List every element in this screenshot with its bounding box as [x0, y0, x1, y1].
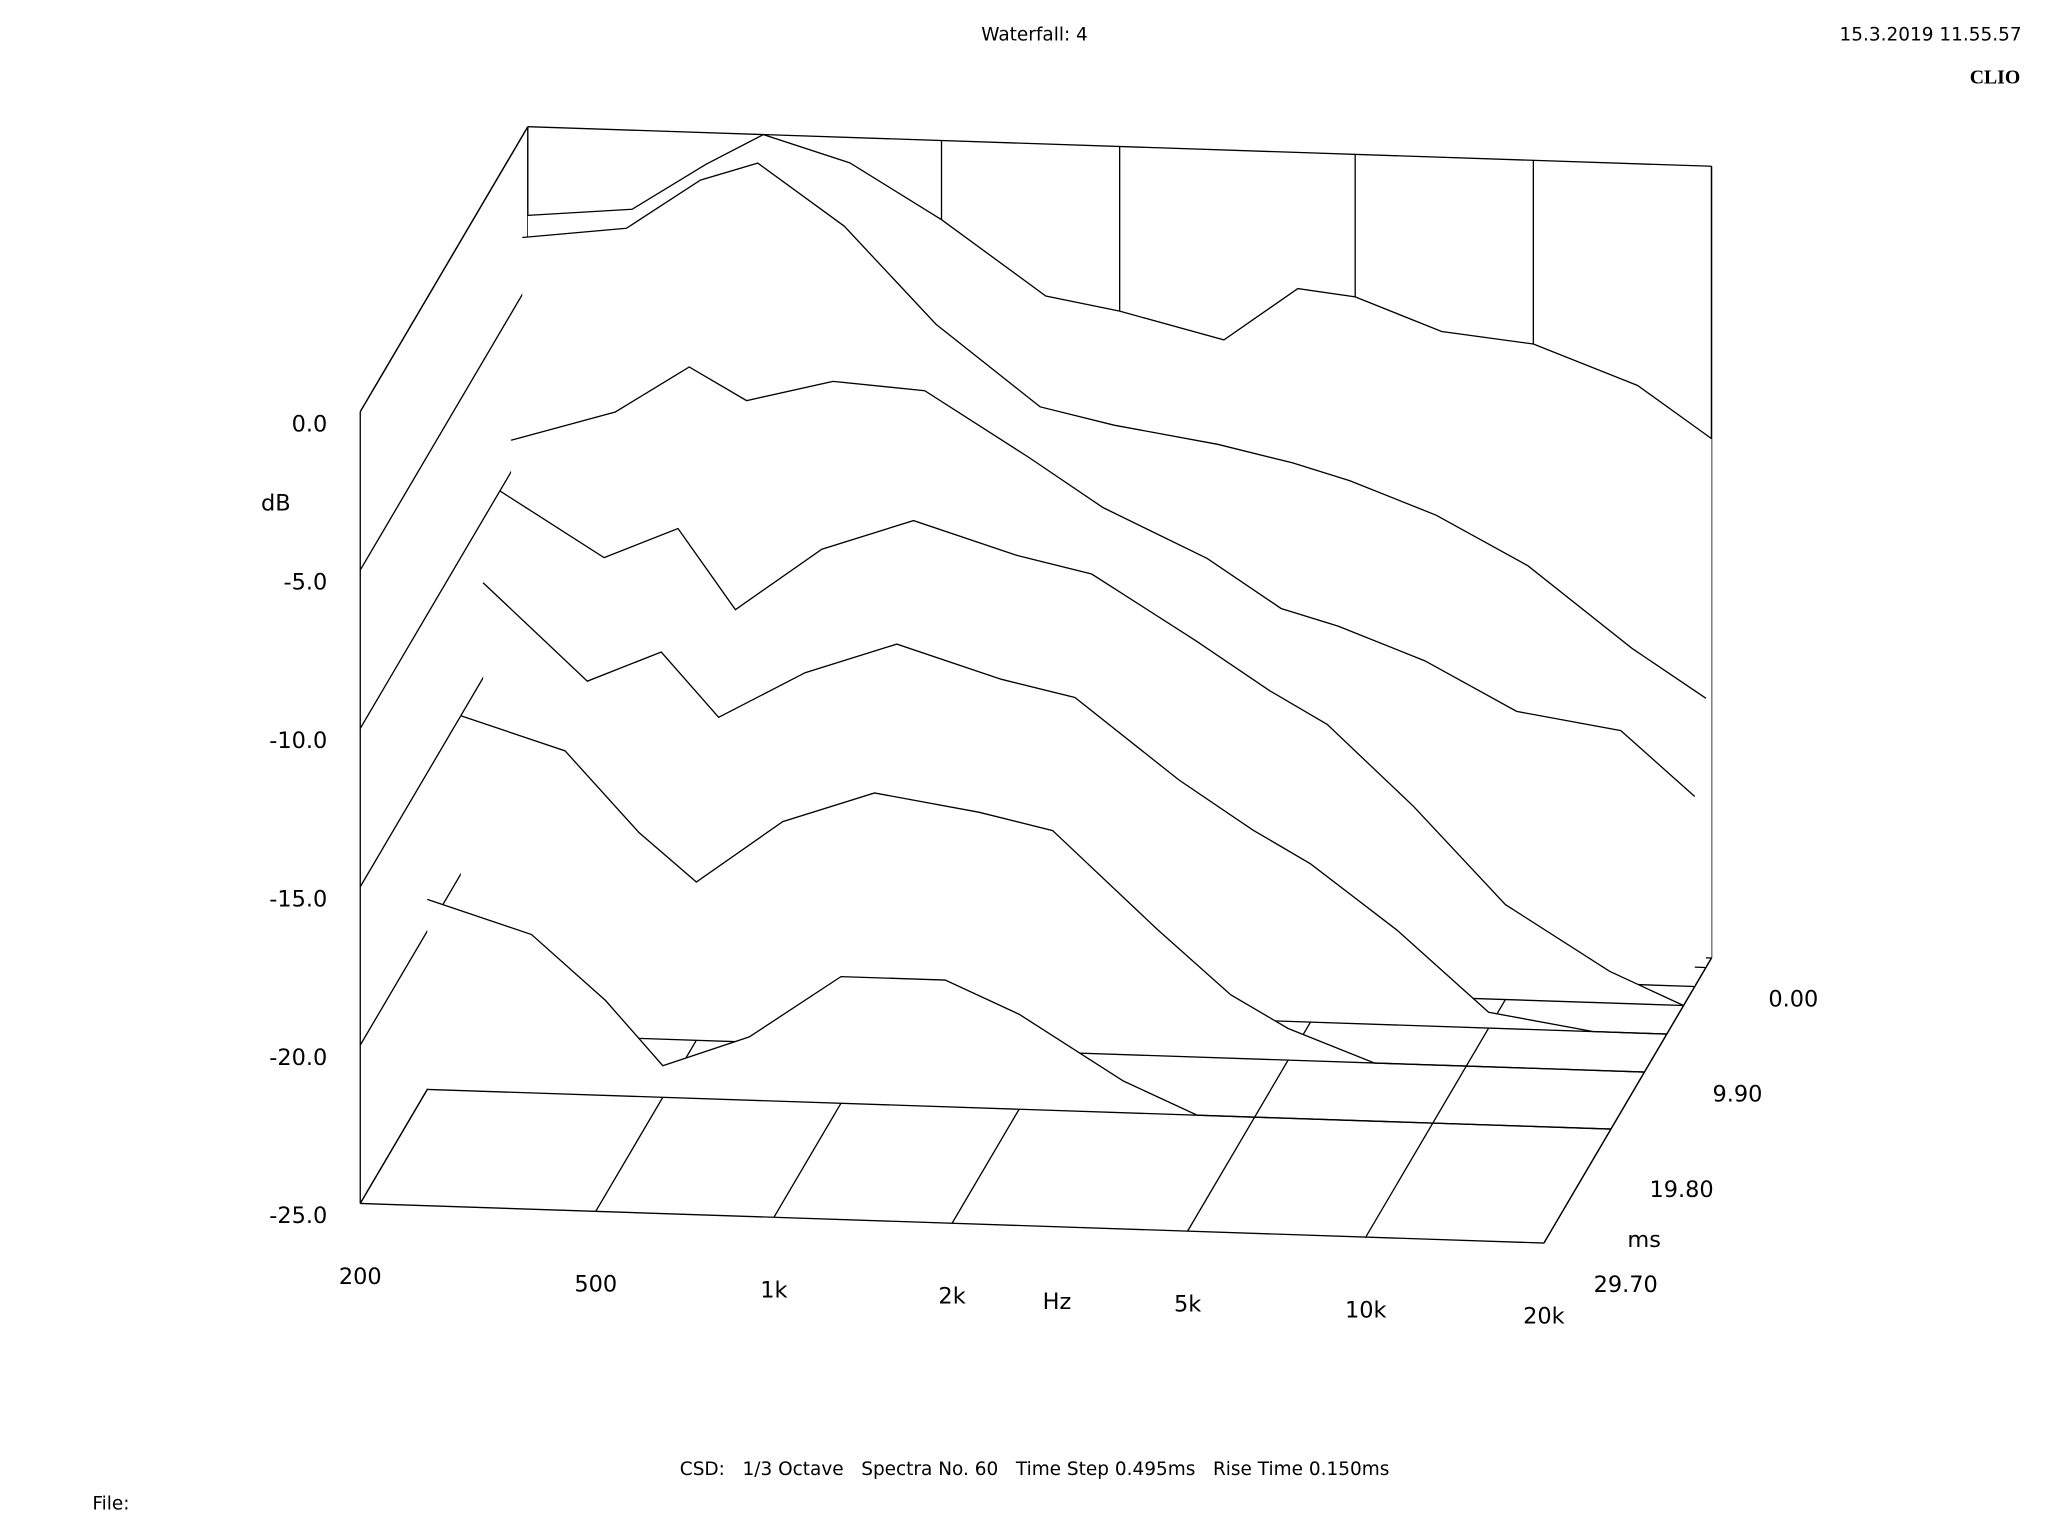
y-axis-label: dB [261, 491, 291, 517]
x-tick-label: 200 [339, 1264, 382, 1290]
y-tick-label: -25.0 [269, 1203, 327, 1229]
plot [427, 133, 1712, 1130]
t-tick-label: 9.90 [1712, 1082, 1762, 1108]
file-label: File: [92, 1493, 129, 1514]
y-tick-label: -20.0 [269, 1045, 327, 1071]
footer: CSD: 1/3 Octave Spectra No. 60 Time Step… [680, 1459, 1390, 1480]
chart-title: Waterfall: 4 [981, 25, 1088, 46]
spectrum-line [427, 898, 1611, 1130]
spectrum-line [527, 133, 1712, 440]
y-grid-line [359, 284, 529, 571]
x-tick-label: 10k [1345, 1297, 1387, 1323]
t-tick-label: 19.80 [1649, 1177, 1713, 1203]
occluder [427, 899, 1611, 1130]
y-tick-label: -15.0 [269, 886, 327, 912]
x-tick-label: 5k [1174, 1292, 1201, 1318]
x-tick-label: 500 [574, 1272, 617, 1298]
spectrum-line [522, 162, 1707, 699]
x-tick-label: 20k [1523, 1303, 1565, 1329]
spectrum-line [460, 715, 1645, 1073]
t-tick-label: 0.00 [1768, 987, 1818, 1013]
t-axis-label: ms [1627, 1227, 1661, 1253]
y-tick-label: -5.0 [284, 570, 328, 596]
spectrum-line [510, 366, 1696, 797]
date: 15.3.2019 11.55.57 [1839, 25, 2021, 46]
x-tick-label: 1k [760, 1278, 787, 1304]
t-tick-label: 29.70 [1594, 1272, 1658, 1298]
y-grid-line [359, 126, 529, 413]
x-tick-label: 2k [938, 1284, 965, 1310]
y-tick-label: -10.0 [269, 728, 327, 754]
occluder [460, 715, 1645, 1073]
spectrum-line [499, 490, 1684, 1007]
x-axis-label: Hz [1043, 1289, 1072, 1315]
spectrum-line [482, 582, 1667, 1035]
brand: CLIO [1970, 67, 2021, 89]
y-tick-label: 0.0 [292, 411, 328, 437]
